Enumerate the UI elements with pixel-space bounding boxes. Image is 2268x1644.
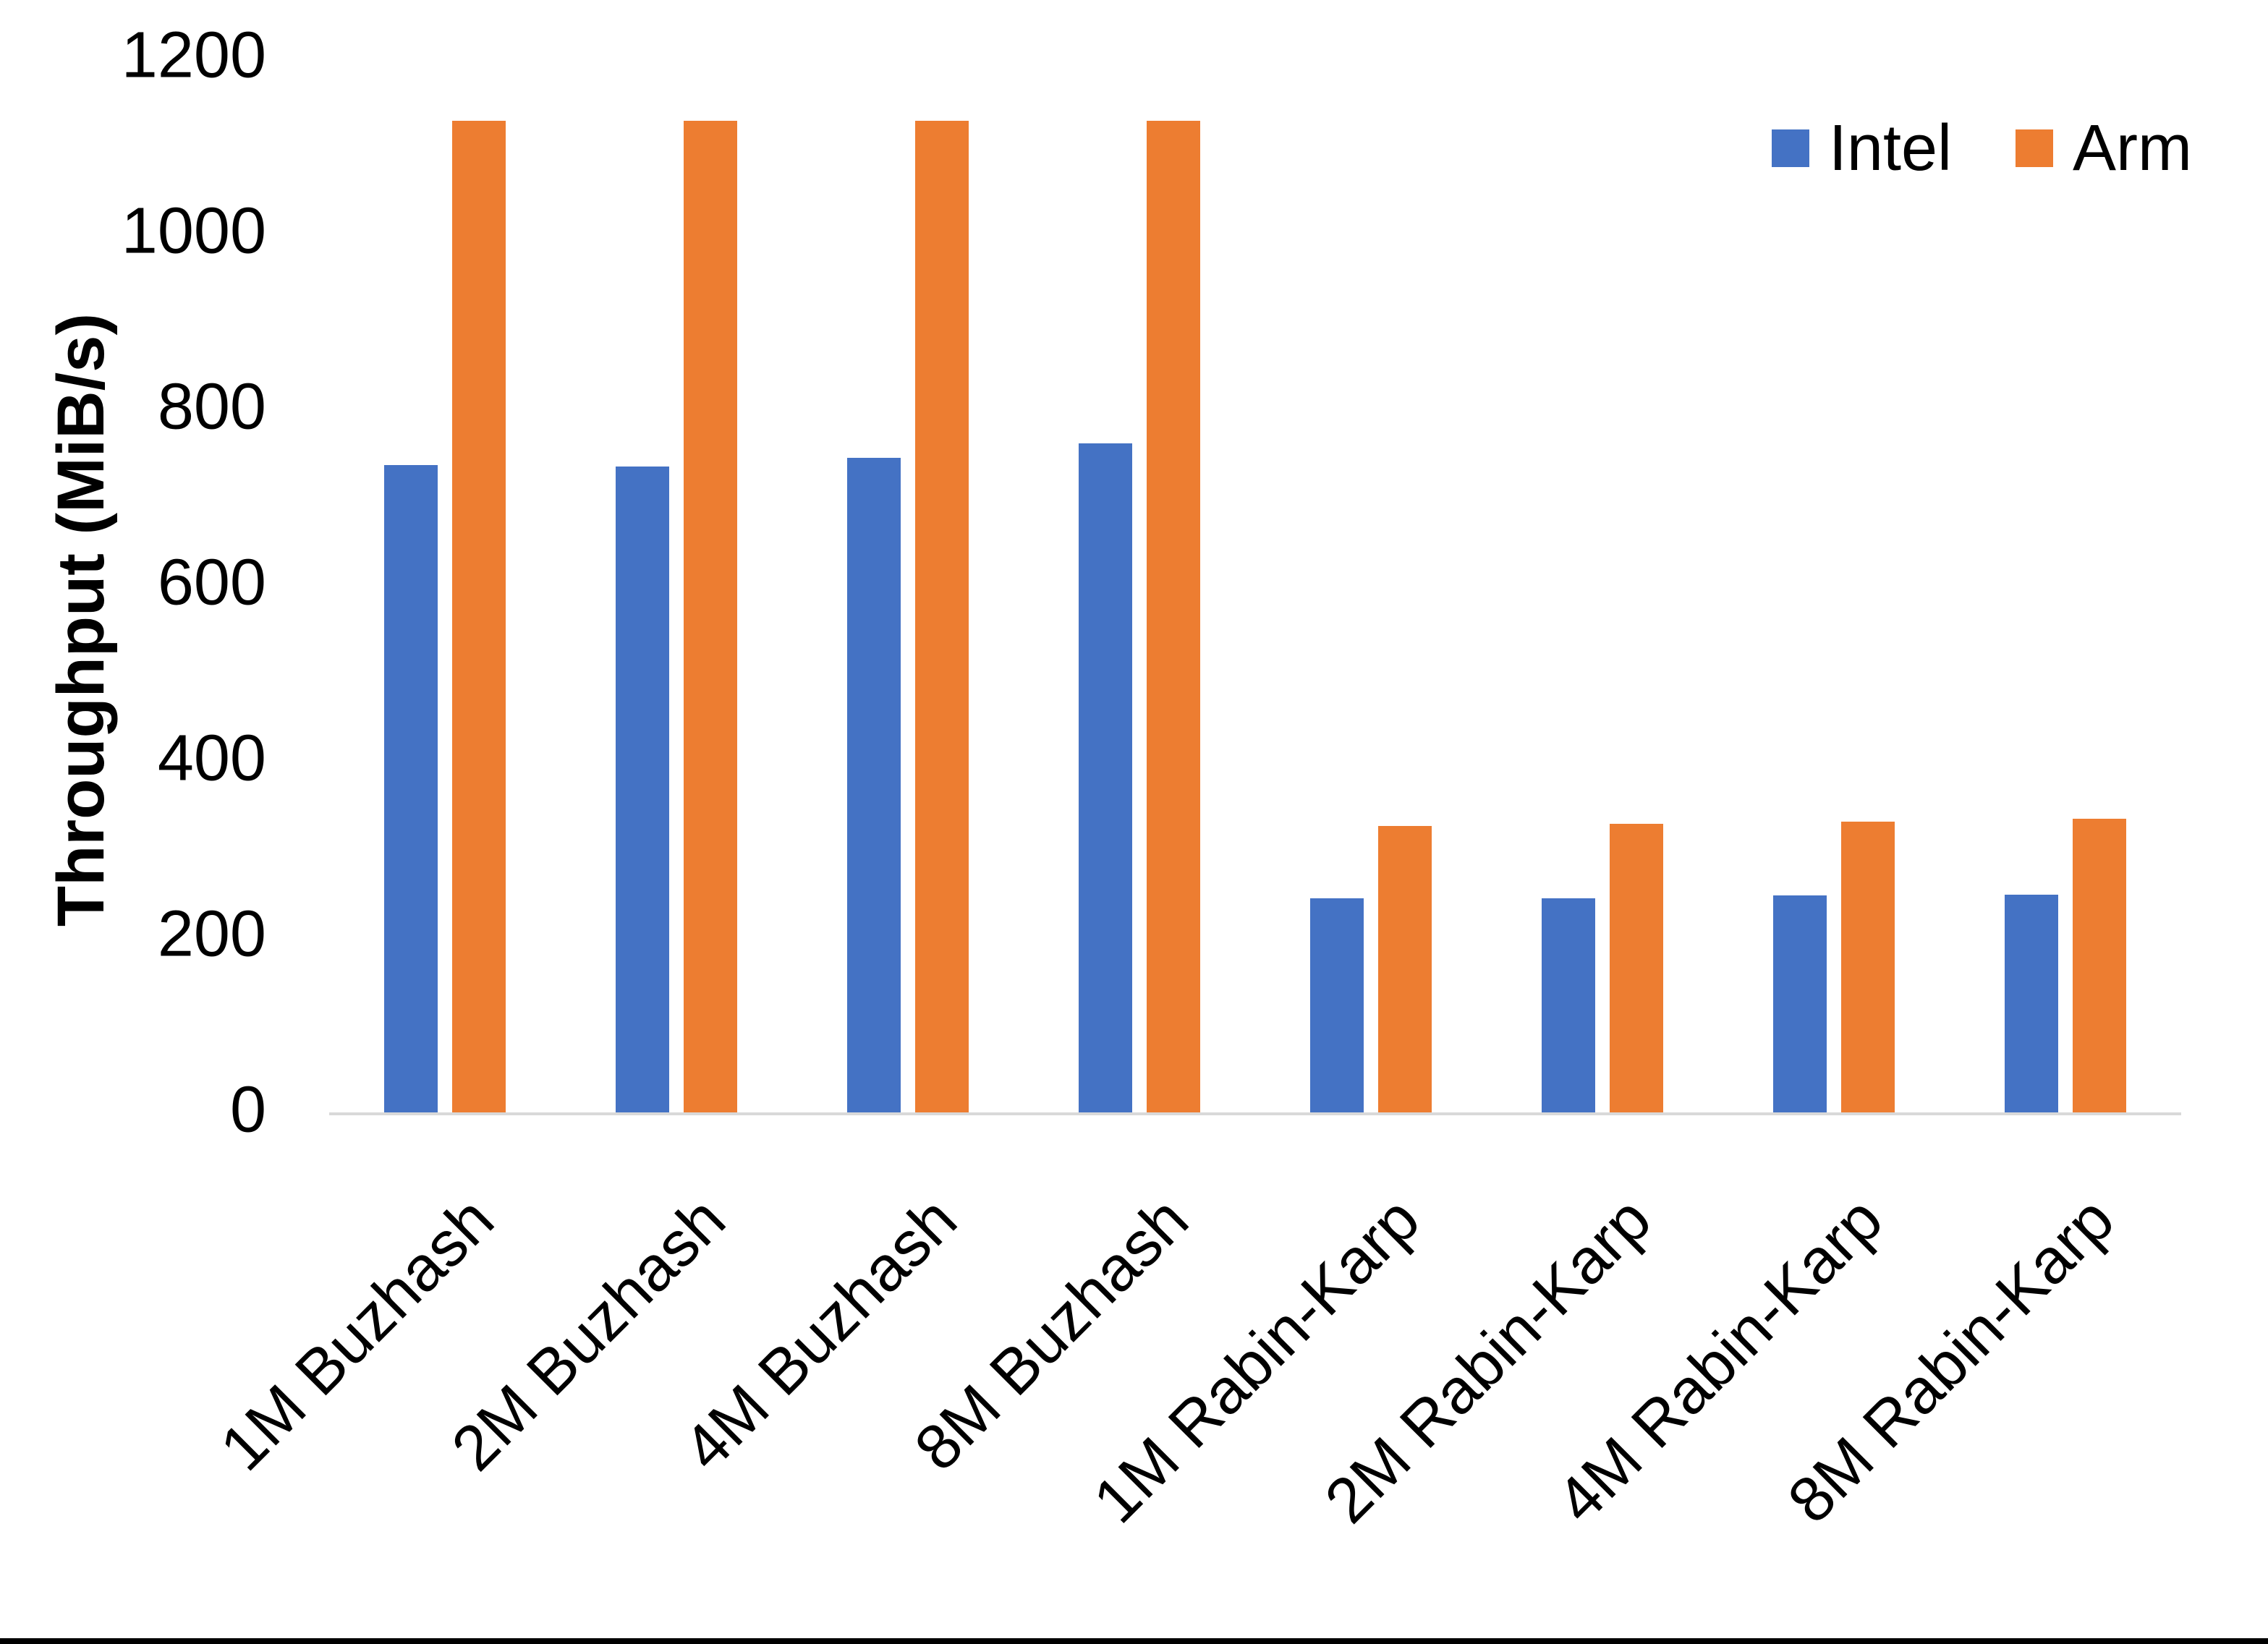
y-tick-label-1200: 1200 — [121, 19, 266, 92]
x-axis-line — [329, 1112, 2181, 1115]
bar-arm-2m-rabin-karp — [1610, 824, 1663, 1112]
bar-intel-4m-rabin-karp — [1773, 895, 1827, 1112]
bar-intel-8m-buzhash — [1079, 443, 1132, 1112]
legend-swatch-arm — [2016, 129, 2054, 167]
legend-swatch-intel — [1771, 129, 1809, 167]
legend-label-arm: Arm — [2073, 112, 2192, 184]
bar-intel-8m-rabin-karp — [2005, 895, 2058, 1112]
y-tick-label-0: 0 — [229, 1073, 266, 1146]
legend-label-intel: Intel — [1828, 112, 1953, 184]
bar-arm-8m-rabin-karp — [2073, 819, 2126, 1112]
bar-arm-1m-rabin-karp — [1378, 826, 1432, 1112]
y-tick-label-1000: 1000 — [121, 195, 266, 268]
y-tick-label-800: 800 — [157, 370, 266, 443]
bar-arm-8m-buzhash — [1147, 121, 1200, 1112]
y-tick-label-400: 400 — [157, 722, 266, 795]
bar-intel-2m-rabin-karp — [1542, 898, 1595, 1112]
bar-arm-1m-buzhash — [452, 121, 506, 1112]
bar-arm-4m-buzhash — [915, 121, 969, 1112]
bar-intel-1m-buzhash — [384, 465, 438, 1112]
y-tick-label-600: 600 — [157, 546, 266, 619]
bar-arm-4m-rabin-karp — [1841, 822, 1895, 1112]
legend: Intel Arm — [1771, 112, 2192, 184]
bar-intel-2m-buzhash — [616, 467, 669, 1112]
bar-arm-2m-buzhash — [684, 121, 737, 1112]
y-tick-label-200: 200 — [157, 898, 266, 971]
bar-intel-1m-rabin-karp — [1310, 898, 1364, 1112]
bar-intel-4m-buzhash — [847, 458, 901, 1112]
legend-item-arm: Arm — [2016, 116, 2192, 181]
legend-item-intel: Intel — [1771, 112, 1953, 184]
bottom-border — [0, 1638, 2268, 1644]
